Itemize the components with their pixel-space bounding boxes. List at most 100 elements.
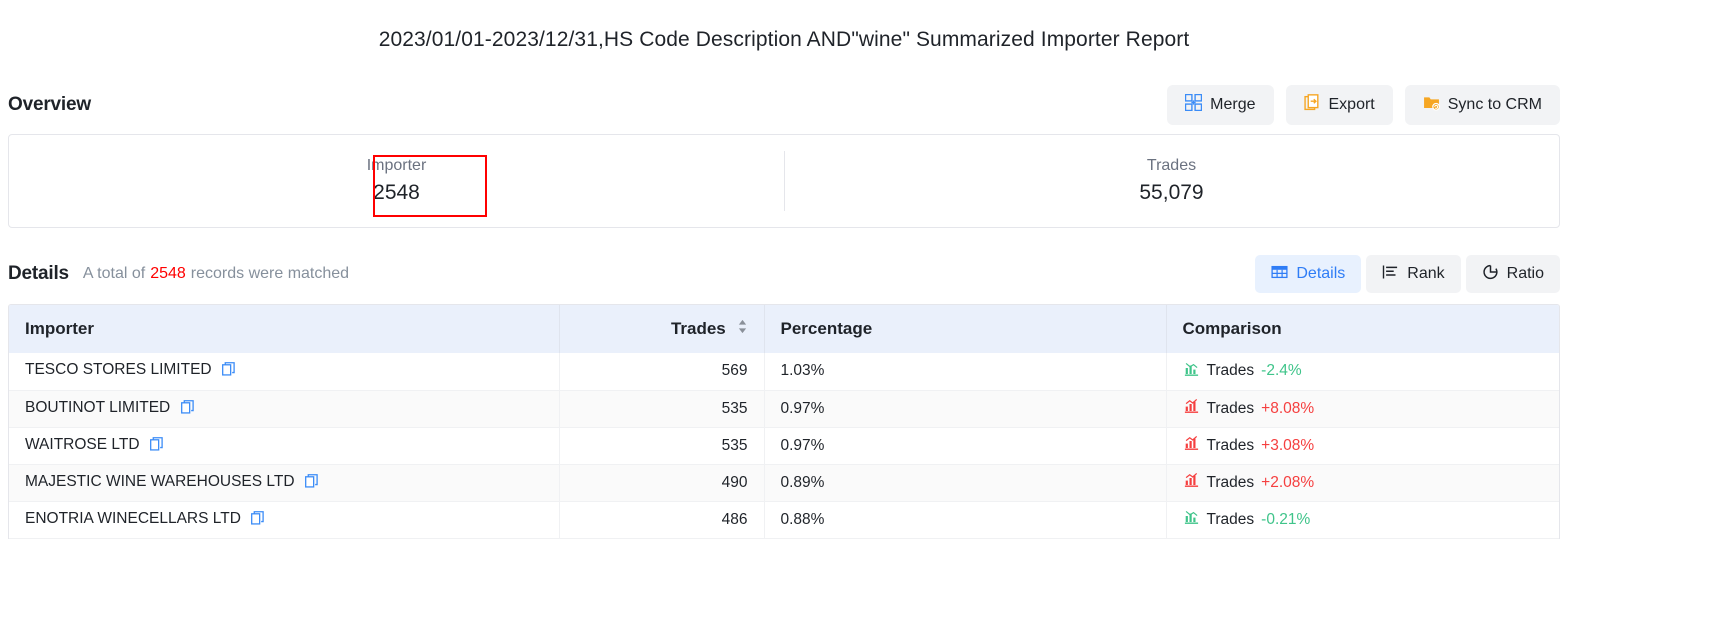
cell-percentage: 0.89% xyxy=(764,464,1167,502)
cell-importer: MAJESTIC WINE WAREHOUSES LTD xyxy=(9,464,560,502)
column-header-percentage-label: Percentage xyxy=(780,319,873,338)
overview-header: Overview Merge xyxy=(0,82,1568,128)
export-button[interactable]: Export xyxy=(1285,85,1393,125)
table-header-row: Importer Trades Percentage xyxy=(9,305,1559,353)
page-title: 2023/01/01-2023/12/31,HS Code Descriptio… xyxy=(378,28,1190,51)
trend-down-icon xyxy=(1183,361,1200,382)
stat-importer: Importer 2548 xyxy=(9,135,784,227)
report-page: 2023/01/01-2023/12/31,HS Code Descriptio… xyxy=(0,28,1568,539)
stat-importer-value: 2548 xyxy=(373,181,420,204)
cell-percentage: 1.03% xyxy=(764,353,1167,391)
table-row[interactable]: BOUTINOT LIMITED 535 0.97% xyxy=(9,390,1559,428)
stat-trades: Trades 55,079 xyxy=(784,135,1559,227)
trend-up-icon xyxy=(1183,435,1200,456)
copy-icon[interactable] xyxy=(304,473,318,493)
comparison-value: +8.08% xyxy=(1261,399,1315,417)
table-body: TESCO STORES LIMITED 569 1.03% xyxy=(9,353,1559,539)
comparison-group: Trades +3.08% xyxy=(1183,435,1315,456)
column-header-importer: Importer xyxy=(9,305,560,353)
stat-trades-value: 55,079 xyxy=(1139,181,1204,204)
comparison-group: Trades +8.08% xyxy=(1183,398,1315,419)
export-icon xyxy=(1303,94,1321,116)
copy-icon[interactable] xyxy=(180,399,194,419)
sync-to-crm-button[interactable]: Sync to CRM xyxy=(1404,85,1560,125)
details-header: Details A total of 2548 records were match… xyxy=(0,252,1568,296)
importer-name: TESCO STORES LIMITED xyxy=(25,361,212,379)
overview-stats-card: Importer 2548 Trades 55,079 xyxy=(8,134,1560,228)
overview-actions: Merge Export xyxy=(1167,85,1560,125)
copy-icon[interactable] xyxy=(221,362,235,381)
cell-comparison: Trades +3.08% xyxy=(1166,427,1559,465)
comparison-value: -0.21% xyxy=(1261,510,1311,528)
cell-trades: 490 xyxy=(559,464,765,502)
cell-trades: 535 xyxy=(559,390,765,428)
table-row[interactable]: ENOTRIA WINECELLARS LTD 486 0.88% xyxy=(9,501,1559,539)
cell-comparison: Trades -2.4% xyxy=(1166,353,1559,391)
comparison-label: Trades xyxy=(1206,399,1255,417)
stat-importer-label: Importer xyxy=(366,157,427,174)
trend-down-icon xyxy=(1183,509,1200,530)
cell-percentage: 0.97% xyxy=(764,390,1167,428)
column-header-comparison-label: Comparison xyxy=(1182,319,1282,338)
tab-rank-label: Rank xyxy=(1407,265,1445,282)
tab-ratio[interactable]: Ratio xyxy=(1465,255,1560,293)
sync-to-crm-icon xyxy=(1423,94,1440,116)
merge-icon xyxy=(1184,93,1203,116)
table-grid-icon xyxy=(1271,264,1288,285)
comparison-value: +2.08% xyxy=(1261,473,1315,491)
sort-icon[interactable] xyxy=(737,319,748,339)
importer-name: ENOTRIA WINECELLARS LTD xyxy=(25,509,241,527)
match-count: 2548 xyxy=(150,265,186,282)
trend-up-icon xyxy=(1183,398,1200,419)
cell-trades: 569 xyxy=(559,353,765,391)
comparison-group: Trades -0.21% xyxy=(1183,509,1311,530)
cell-percentage: 0.97% xyxy=(764,427,1167,465)
comparison-label: Trades xyxy=(1206,510,1255,528)
comparison-value: +3.08% xyxy=(1261,436,1315,454)
cell-comparison: Trades +8.08% xyxy=(1166,390,1559,428)
ratio-pie-icon xyxy=(1482,264,1499,285)
cell-trades: 486 xyxy=(559,501,765,539)
comparison-label: Trades xyxy=(1206,473,1255,491)
tab-details[interactable]: Details xyxy=(1255,255,1362,293)
importer-name: BOUTINOT LIMITED xyxy=(25,398,171,416)
tab-rank[interactable]: Rank xyxy=(1366,255,1461,293)
table-row[interactable]: MAJESTIC WINE WAREHOUSES LTD 490 0.89% xyxy=(9,464,1559,502)
cell-percentage: 0.88% xyxy=(764,501,1167,539)
export-button-label: Export xyxy=(1328,96,1375,113)
column-header-trades-label: Trades xyxy=(670,318,726,338)
column-header-percentage: Percentage xyxy=(764,305,1167,353)
sync-to-crm-button-label: Sync to CRM xyxy=(1447,96,1542,113)
cell-trades: 535 xyxy=(559,427,765,465)
merge-button[interactable]: Merge xyxy=(1167,85,1274,125)
comparison-group: Trades +2.08% xyxy=(1183,472,1315,493)
importer-name: WAITROSE LTD xyxy=(25,435,140,453)
column-header-importer-label: Importer xyxy=(25,319,94,338)
overview-label: Overview xyxy=(8,94,91,115)
view-tab-group: Details Rank Ratio xyxy=(1255,255,1560,293)
cell-importer: TESCO STORES LIMITED xyxy=(9,353,560,391)
table-row[interactable]: WAITROSE LTD 535 0.97% xyxy=(9,427,1559,465)
tab-details-label: Details xyxy=(1296,265,1346,282)
cell-importer: WAITROSE LTD xyxy=(9,427,560,465)
match-prefix: A total of xyxy=(82,265,146,282)
cell-importer: BOUTINOT LIMITED xyxy=(9,390,560,428)
cell-comparison: Trades +2.08% xyxy=(1166,464,1559,502)
table-row[interactable]: TESCO STORES LIMITED 569 1.03% xyxy=(9,353,1559,391)
details-table: Importer Trades Percentage xyxy=(9,305,1559,539)
details-table-container: Importer Trades Percentage xyxy=(8,304,1560,539)
column-header-trades[interactable]: Trades xyxy=(559,305,765,353)
column-header-comparison: Comparison xyxy=(1166,305,1559,353)
cell-importer: ENOTRIA WINECELLARS LTD xyxy=(9,501,560,539)
tab-ratio-label: Ratio xyxy=(1506,265,1544,282)
copy-icon[interactable] xyxy=(149,436,163,456)
cell-comparison: Trades -0.21% xyxy=(1166,501,1559,539)
match-summary: A total of 2548 records were matched xyxy=(83,265,349,283)
comparison-label: Trades xyxy=(1206,436,1255,454)
table-head: Importer Trades Percentage xyxy=(9,305,1559,353)
copy-icon[interactable] xyxy=(251,510,264,530)
comparison-value: -2.4% xyxy=(1261,362,1302,380)
comparison-group: Trades -2.4% xyxy=(1183,361,1302,382)
match-suffix: records were matched xyxy=(190,265,350,282)
comparison-label: Trades xyxy=(1206,362,1255,380)
